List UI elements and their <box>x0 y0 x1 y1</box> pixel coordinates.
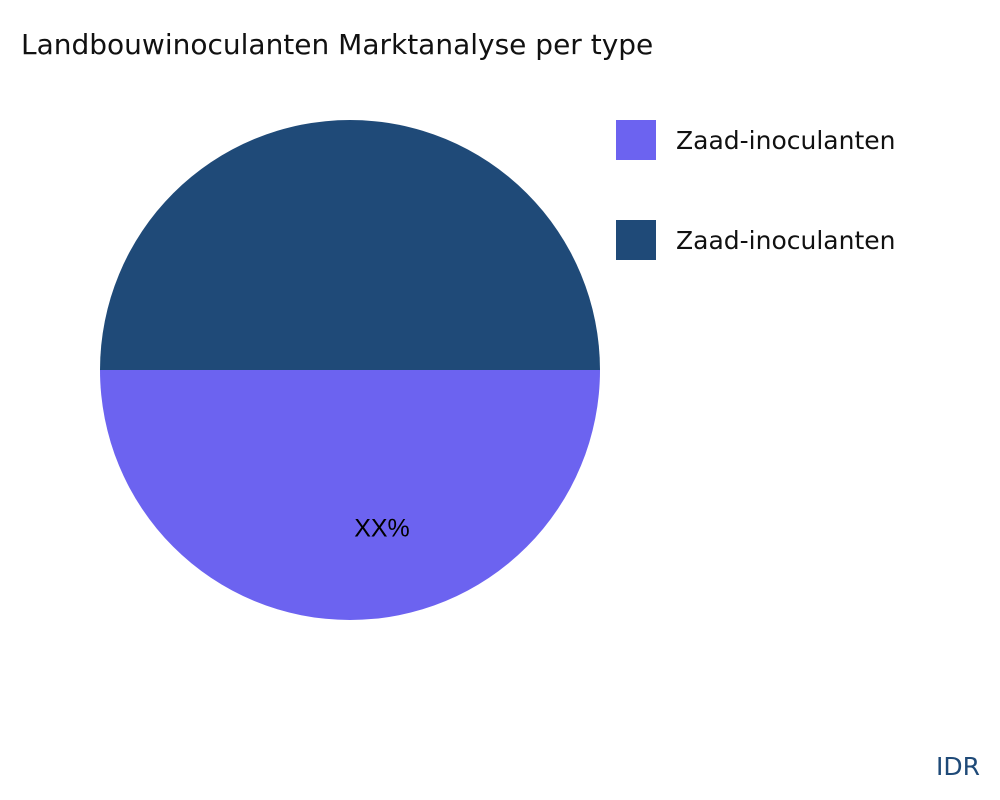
legend-swatch <box>616 120 656 160</box>
pie-slice[interactable] <box>100 120 600 370</box>
legend-swatch <box>616 220 656 260</box>
legend-label: Zaad-inoculanten <box>676 125 896 155</box>
chart-title: Landbouwinoculanten Marktanalyse per typ… <box>21 28 654 61</box>
pie-slice[interactable] <box>100 370 600 620</box>
legend-label: Zaad-inoculanten <box>676 225 896 255</box>
brand-logo: IDR <box>936 752 980 781</box>
slice-label: XX% <box>354 515 410 543</box>
legend-item[interactable]: Zaad-inoculanten <box>616 120 895 160</box>
legend-item[interactable]: Zaad-inoculanten <box>616 220 895 260</box>
